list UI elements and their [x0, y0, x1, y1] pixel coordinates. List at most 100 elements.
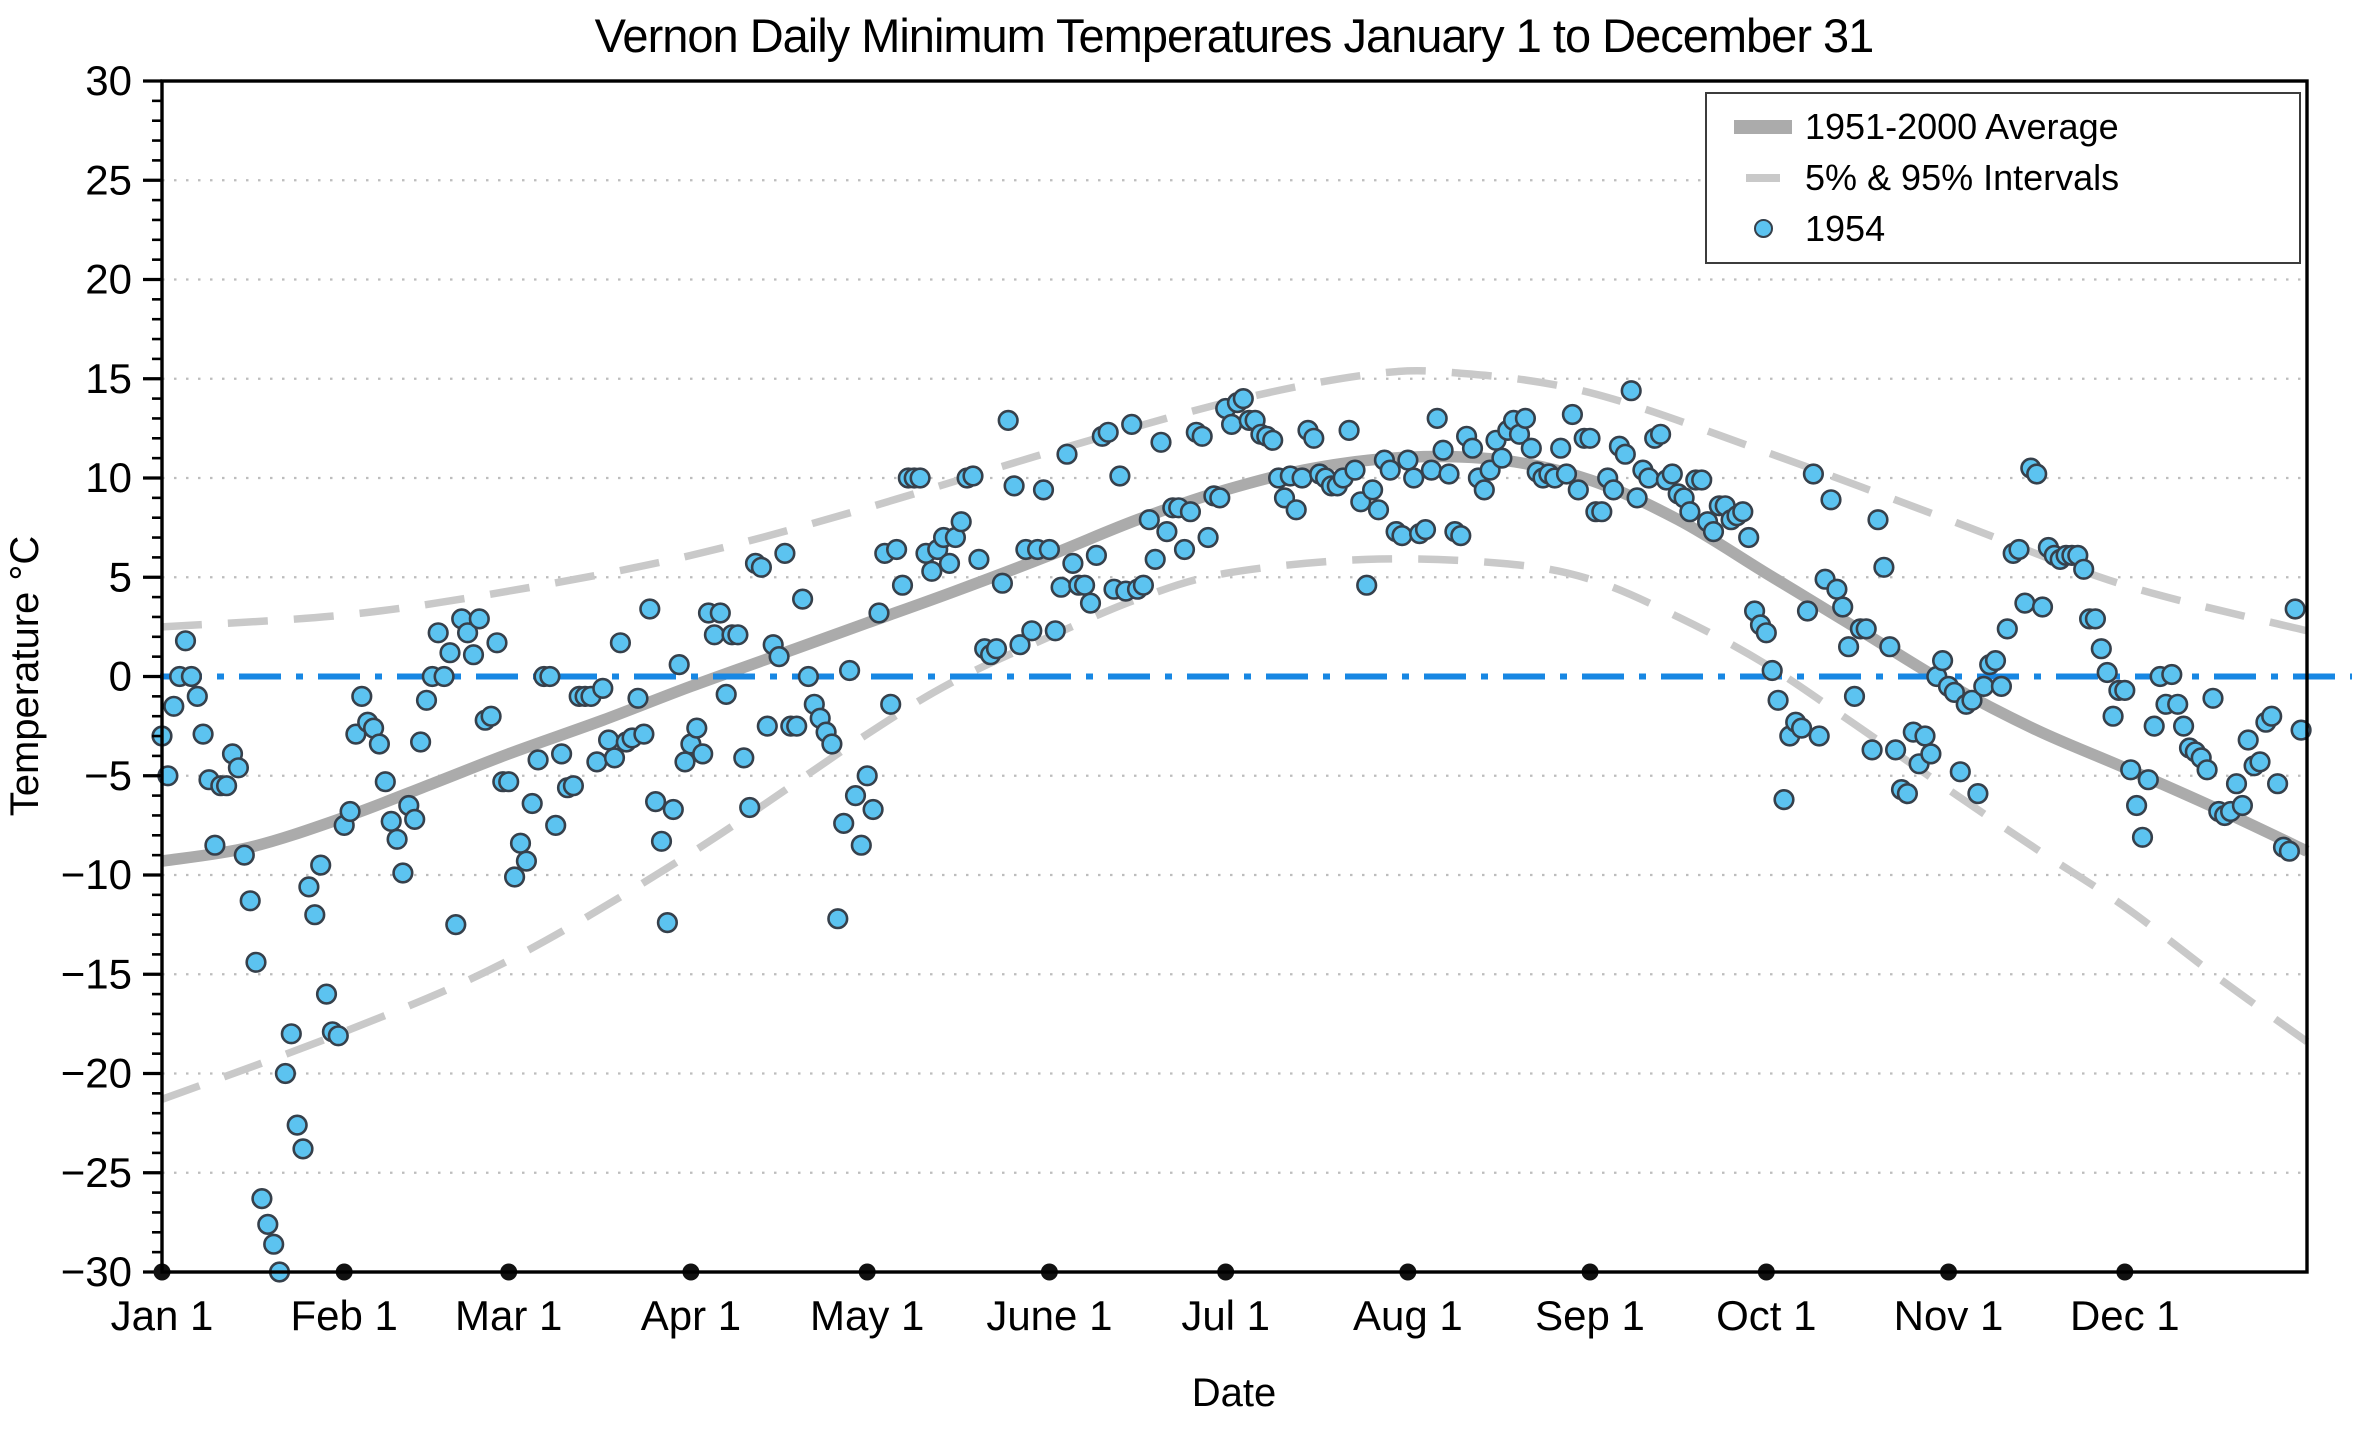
data-point [545, 814, 567, 837]
data-point [827, 908, 849, 930]
data-point [1338, 419, 1360, 442]
data-point [1620, 380, 1642, 402]
legend-item-1954: 1954 [1721, 205, 2285, 252]
data-point [2090, 638, 2112, 660]
data-point [2114, 679, 2136, 702]
data-point [821, 733, 843, 755]
data-point [2008, 538, 2030, 561]
data-point [1802, 463, 1824, 485]
data-point [2173, 715, 2195, 737]
data-point [1438, 463, 1460, 485]
data-point [1079, 592, 1102, 614]
data-point [374, 771, 396, 793]
data-point [2031, 596, 2054, 618]
data-point [786, 715, 808, 737]
data-point [1896, 782, 1918, 805]
data-point [1009, 634, 1031, 656]
data-point [1796, 600, 1819, 622]
data-point [1344, 459, 1366, 481]
data-point [715, 683, 737, 706]
data-point [486, 632, 508, 654]
data-point [1691, 469, 1713, 491]
data-point [1050, 576, 1072, 598]
data-point [410, 731, 432, 753]
data-point [750, 556, 773, 578]
data-point [1032, 479, 1055, 501]
data-point [703, 624, 726, 646]
data-point [351, 685, 373, 708]
data-point [1949, 761, 1971, 783]
data-point [1820, 489, 1842, 511]
data-point [1661, 463, 1683, 485]
data-point [1379, 459, 1401, 481]
data-point [991, 572, 1014, 594]
data-point [239, 890, 261, 912]
data-point [650, 830, 673, 852]
data-point [2126, 794, 2148, 817]
y-tick-label: −25 [61, 1149, 132, 1196]
data-point [586, 751, 608, 773]
data-point [1837, 636, 1860, 658]
data-point [263, 1233, 285, 1255]
data-point [1861, 739, 1883, 761]
data-point [1579, 427, 1601, 449]
data-point [791, 588, 814, 610]
data-point [1179, 501, 1201, 523]
data-point [627, 687, 649, 709]
data-point [1038, 538, 1060, 561]
data-point [1356, 574, 1378, 596]
data-point [1638, 467, 1660, 489]
data-point [2073, 558, 2095, 580]
data-point [1602, 479, 1625, 501]
x-tick-label: Aug 1 [1353, 1292, 1463, 1339]
data-point [480, 705, 502, 727]
data-point [2161, 663, 2183, 686]
legend: 1951-2000 Average 5% & 95% Intervals 195… [1705, 92, 2301, 264]
data-point [1767, 689, 1789, 711]
data-point [1191, 425, 1213, 447]
data-point [909, 467, 931, 489]
data-point [1867, 509, 1889, 531]
y-tick-label: 15 [85, 355, 132, 402]
data-point [1591, 501, 1613, 523]
data-point [1132, 574, 1154, 596]
data-point [2261, 705, 2283, 727]
data-point [2084, 608, 2106, 630]
average-line-swatch [1721, 120, 1805, 135]
data-point [415, 689, 438, 711]
y-tick-label: −20 [61, 1050, 132, 1097]
data-point [2249, 751, 2271, 773]
data-point [515, 850, 538, 872]
data-point [1156, 520, 1178, 543]
x-tick-label: Feb 1 [290, 1292, 397, 1339]
data-point [1679, 501, 1701, 523]
data-point [1262, 429, 1284, 451]
data-point [985, 638, 1008, 660]
data-point [1614, 443, 1636, 465]
interval-line-upper [161, 367, 2308, 635]
data-point [186, 685, 208, 708]
data-point [1109, 465, 1131, 487]
curve-layer [160, 367, 2352, 1103]
data-point [921, 560, 943, 582]
data-point [251, 1187, 273, 1210]
data-point [1491, 447, 1513, 469]
data-point [2225, 773, 2248, 795]
data-point [1367, 499, 1390, 521]
data-point [1121, 413, 1143, 436]
data-point [662, 798, 684, 821]
data-point [404, 808, 426, 831]
data-point [1044, 620, 1066, 642]
data-point [1855, 618, 1877, 640]
data-point [1732, 501, 1754, 523]
data-point [633, 723, 655, 745]
y-tick-label: 25 [85, 156, 132, 203]
data-point [1738, 526, 1760, 549]
data-point [838, 659, 861, 682]
data-point [1426, 407, 1448, 430]
data-point [2267, 773, 2289, 795]
data-point [1990, 675, 2012, 698]
data-point [1303, 427, 1325, 449]
y-tick-label: 5 [109, 553, 132, 600]
data-point [1996, 618, 2018, 640]
